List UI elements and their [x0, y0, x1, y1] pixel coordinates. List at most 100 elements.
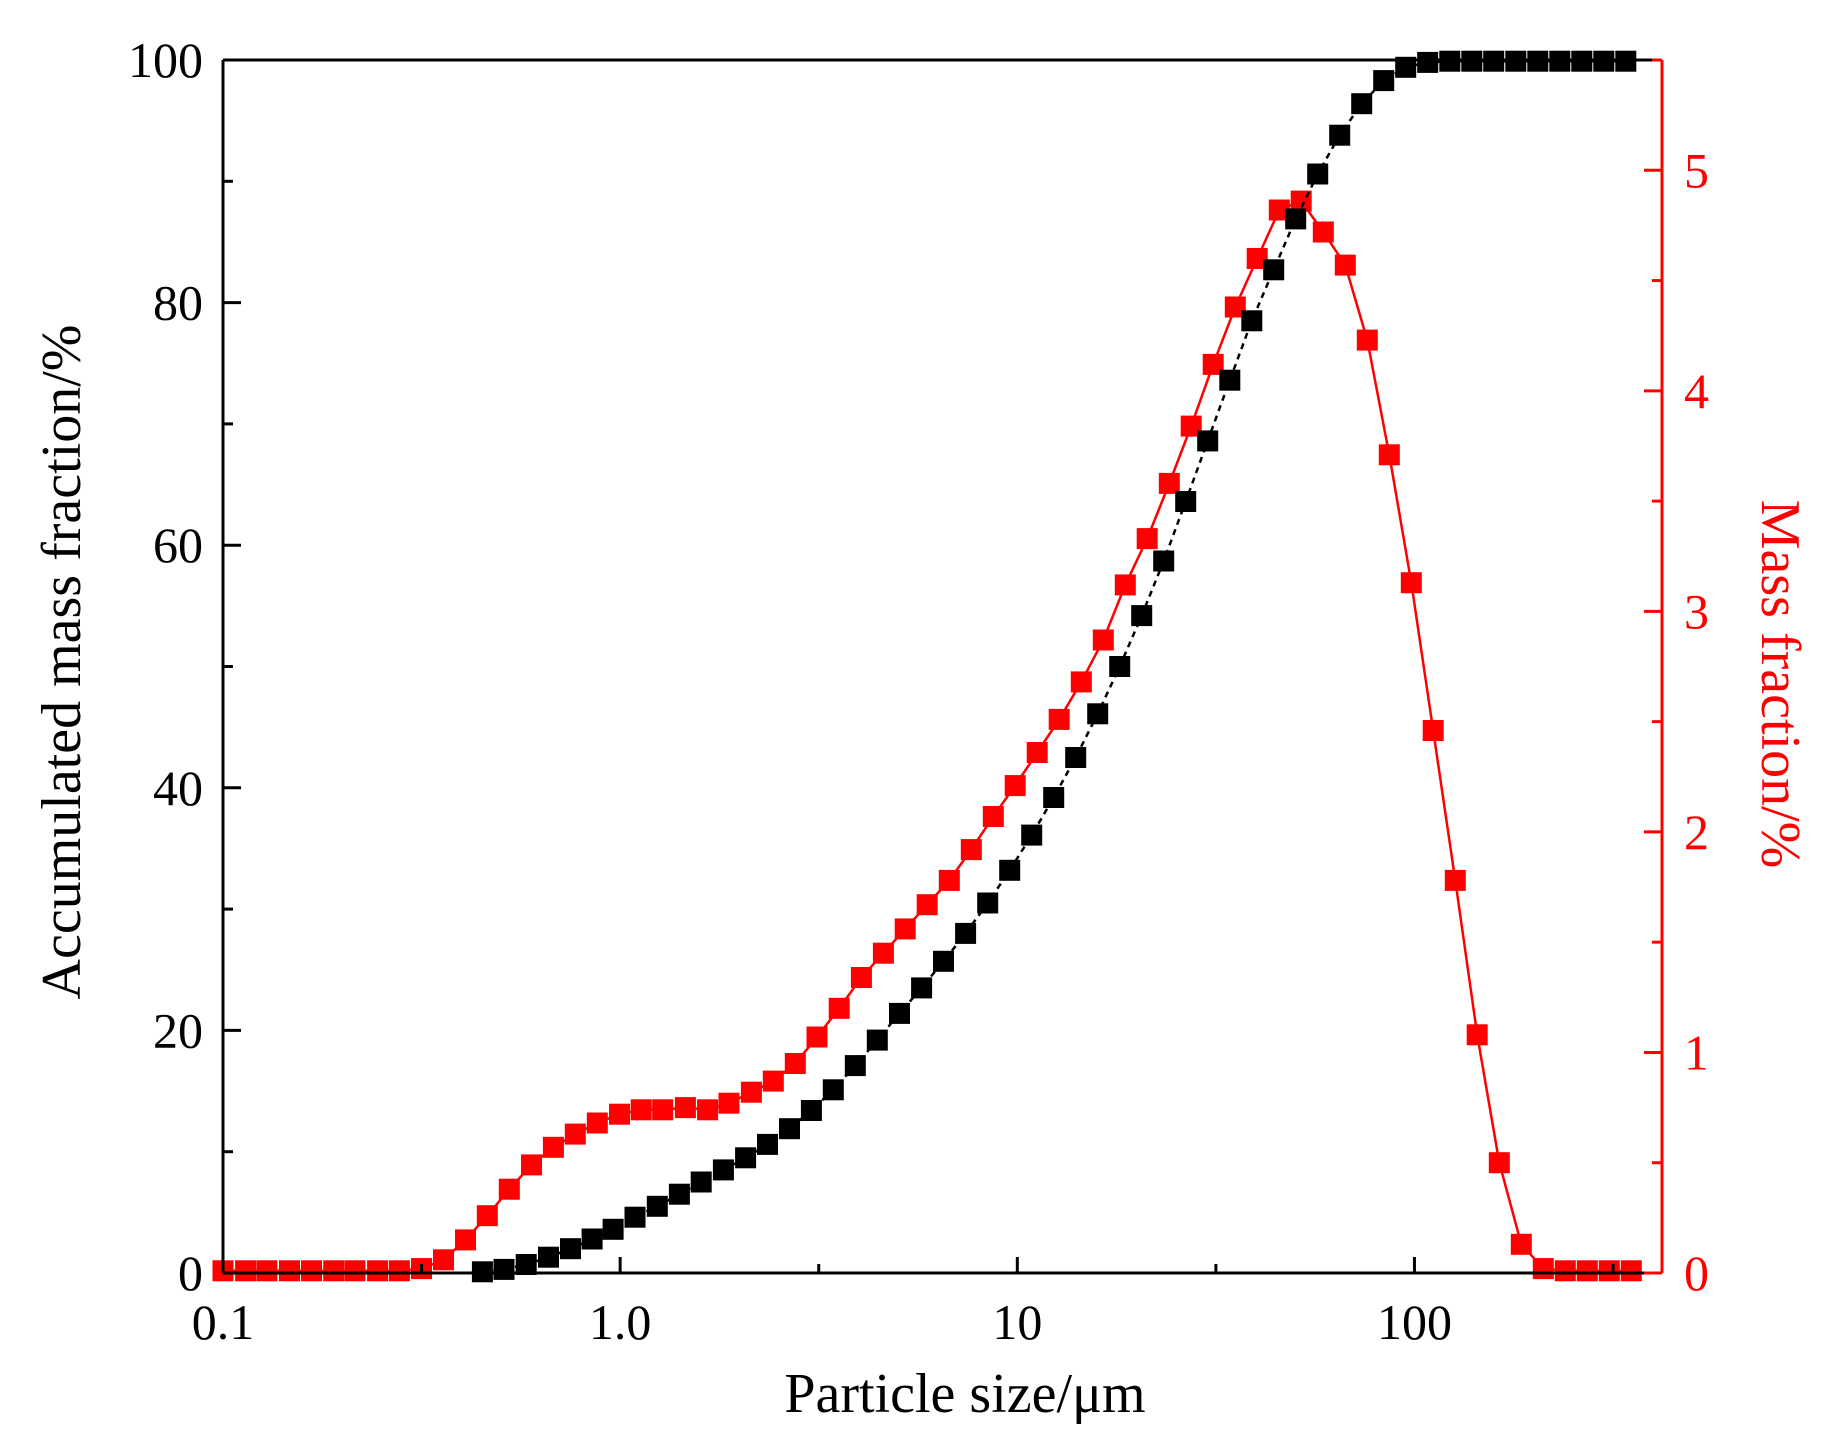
accumulated-point-11 [712, 1159, 734, 1181]
left-y-tick-label: 20 [153, 1002, 203, 1058]
mass-fraction-point-16 [564, 1123, 586, 1145]
mass-fraction-point-31 [894, 918, 916, 940]
mass-fraction-point-26 [784, 1053, 806, 1074]
accumulated-point-4 [560, 1238, 581, 1260]
accumulated-point-14 [779, 1118, 800, 1140]
mass-fraction-point-34 [960, 839, 982, 861]
accumulated-point-36 [1263, 259, 1285, 281]
accumulated-point-26 [1043, 787, 1065, 808]
mass-fraction-point-48 [1268, 199, 1290, 221]
mass-fraction-point-40 [1092, 629, 1114, 651]
right-y-tick-label: 3 [1684, 583, 1709, 639]
mass-fraction-point-55 [1422, 720, 1444, 741]
plot-marks [212, 50, 1642, 1283]
left-y-tick-label: 0 [178, 1245, 203, 1301]
accumulated-point-17 [844, 1055, 866, 1077]
mass-fraction-point-62 [1576, 1260, 1598, 1282]
accumulated-point-12 [735, 1147, 757, 1169]
accumulated-point-28 [1087, 703, 1109, 725]
mass-fraction-point-44 [1180, 415, 1202, 437]
right-y-tick-label: 2 [1684, 804, 1709, 860]
accumulated-point-27 [1065, 747, 1087, 768]
accumulated-point-8 [646, 1195, 668, 1217]
x-tick-label: 100 [1377, 1294, 1452, 1350]
mass-fraction-point-5 [323, 1260, 345, 1282]
mass-fraction-point-61 [1554, 1260, 1576, 1282]
mass-fraction-point-3 [279, 1260, 300, 1282]
accumulated-point-33 [1197, 430, 1219, 452]
accumulated-point-6 [602, 1218, 624, 1240]
right-y-axis-title: Mass fraction/% [1749, 500, 1811, 869]
axes [221, 58, 1664, 1275]
accumulated-point-37 [1285, 208, 1307, 230]
accumulated-point-3 [538, 1246, 559, 1268]
left-y-tick-label: 100 [128, 32, 203, 88]
mass-fraction-point-36 [1004, 775, 1026, 797]
accumulated-point-31 [1153, 550, 1175, 572]
accumulated-point-5 [581, 1228, 603, 1250]
mass-fraction-point-57 [1466, 1024, 1488, 1046]
accumulated-point-24 [999, 859, 1021, 881]
left-y-tick-label: 80 [153, 275, 203, 331]
accumulated-point-20 [911, 977, 933, 999]
mass-fraction-point-7 [367, 1260, 389, 1282]
accumulated-point-22 [955, 922, 977, 944]
mass-fraction-point-51 [1334, 254, 1356, 276]
right-y-tick-label: 0 [1684, 1245, 1709, 1301]
accumulated-point-2 [515, 1254, 537, 1275]
mass-fraction-point-15 [542, 1136, 564, 1158]
mass-fraction-point-14 [521, 1154, 542, 1176]
mass-fraction-point-11 [455, 1229, 476, 1251]
accumulated-point-32 [1175, 491, 1197, 512]
mass-fraction-point-24 [740, 1081, 762, 1103]
mass-fraction-point-53 [1378, 444, 1400, 466]
accumulated-point-34 [1219, 369, 1241, 391]
accumulated-point-21 [933, 950, 954, 972]
mass-fraction-point-30 [872, 942, 894, 964]
accumulated-point-25 [1021, 824, 1043, 846]
left-y-axis-title: Accumulated mass fraction/% [31, 325, 93, 1000]
mass-fraction-point-17 [586, 1112, 608, 1134]
accumulated-point-42 [1395, 56, 1417, 78]
accumulated-point-10 [690, 1171, 712, 1193]
mass-fraction-point-8 [388, 1260, 410, 1282]
x-axis-title: Particle size/μm [784, 1363, 1145, 1425]
mass-fraction-point-50 [1312, 221, 1334, 243]
accumulated-point-19 [889, 1002, 910, 1024]
accumulated-point-40 [1351, 93, 1373, 115]
mass-fraction-point-45 [1202, 353, 1224, 375]
accumulated-point-35 [1241, 310, 1263, 332]
mass-fraction-point-21 [674, 1097, 696, 1119]
left-y-tick-label: 40 [153, 760, 203, 816]
accumulated-point-29 [1109, 656, 1131, 677]
mass-fraction-point-6 [344, 1260, 366, 1282]
mass-fraction-point-59 [1510, 1233, 1532, 1255]
mass-fraction-point-1 [235, 1260, 257, 1282]
accumulated-point-38 [1307, 163, 1329, 185]
mass-fraction-point-10 [433, 1249, 454, 1271]
mass-fraction-point-47 [1246, 248, 1268, 269]
mass-fraction-point-37 [1026, 742, 1048, 763]
right-y-tick-label: 1 [1684, 1024, 1709, 1080]
mass-fraction-point-38 [1048, 708, 1070, 730]
mass-fraction-point-41 [1114, 574, 1136, 596]
mass-fraction-point-43 [1158, 472, 1180, 494]
mass-fraction-point-60 [1532, 1258, 1554, 1280]
accumulated-point-43 [1417, 51, 1439, 73]
accumulated-point-18 [866, 1029, 888, 1051]
accumulated-point-23 [977, 892, 999, 914]
right-y-tick-label: 5 [1684, 142, 1709, 198]
mass-fraction-point-39 [1070, 671, 1092, 693]
mass-fraction-point-63 [1598, 1260, 1620, 1282]
mass-fraction-point-23 [718, 1092, 740, 1114]
mass-fraction-point-2 [256, 1260, 278, 1282]
x-tick-label: 0.1 [192, 1294, 255, 1350]
accumulated-point-15 [800, 1100, 822, 1121]
mass-fraction-point-46 [1224, 296, 1246, 318]
mass-fraction-point-42 [1136, 528, 1158, 550]
mass-fraction-point-4 [301, 1260, 322, 1282]
mass-fraction-point-19 [630, 1099, 652, 1121]
mass-fraction-point-12 [476, 1205, 498, 1227]
